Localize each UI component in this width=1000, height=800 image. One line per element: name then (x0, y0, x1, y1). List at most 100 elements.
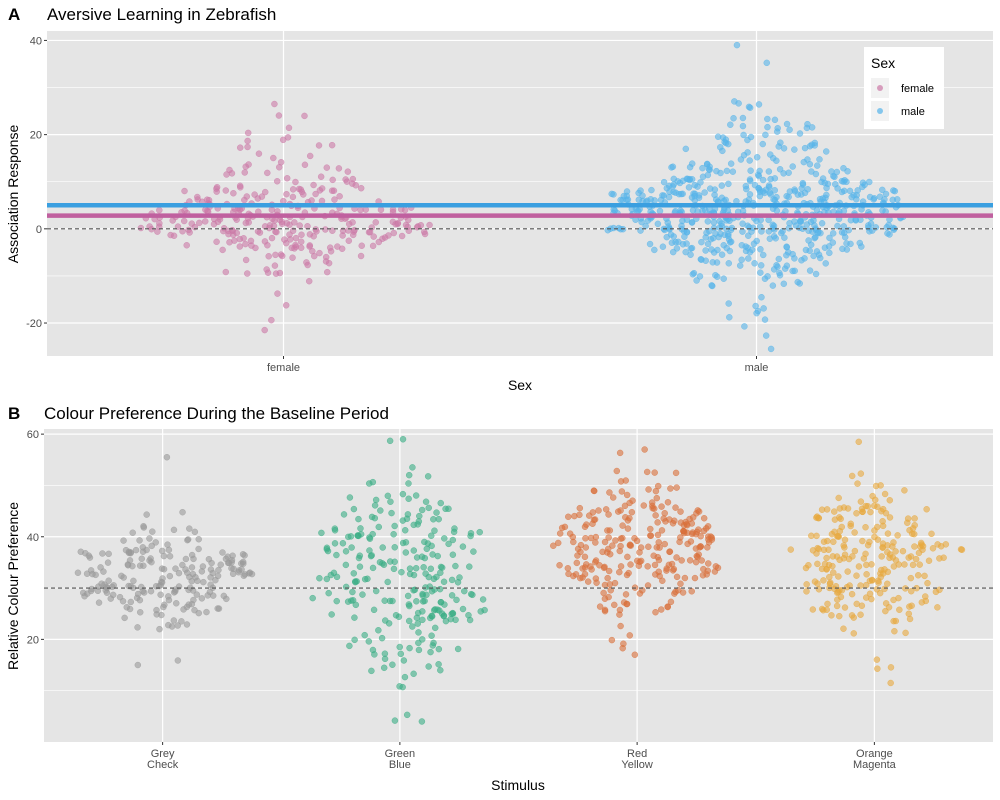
data-point (706, 227, 713, 235)
data-point (628, 509, 636, 516)
data-point (642, 222, 649, 230)
data-point (467, 530, 475, 537)
data-point (419, 608, 426, 615)
x-tick-label: Orange (856, 748, 893, 760)
data-point (911, 543, 918, 550)
data-point (834, 222, 841, 230)
x-tick-label: female (267, 362, 300, 374)
data-point (344, 168, 352, 175)
data-point (143, 511, 150, 518)
data-point (237, 144, 244, 151)
data-point (831, 508, 838, 515)
data-point (370, 233, 377, 240)
data-point (140, 523, 147, 530)
data-point (428, 632, 435, 639)
data-point (103, 589, 111, 596)
data-point (915, 572, 922, 579)
data-point (624, 525, 632, 532)
data-point (813, 550, 820, 557)
data-point (153, 611, 160, 618)
data-point (756, 167, 763, 175)
data-point (815, 514, 822, 522)
data-point (366, 547, 373, 554)
data-point (245, 219, 252, 226)
data-point (812, 270, 820, 278)
data-point (812, 170, 820, 178)
legend: Sex female male (864, 47, 944, 129)
data-point (805, 237, 812, 244)
data-point (467, 590, 475, 598)
data-point (740, 131, 747, 139)
data-point (904, 515, 912, 522)
data-point (372, 219, 379, 226)
data-point (327, 248, 335, 255)
data-point (641, 446, 648, 453)
legend-entry-male: male (901, 106, 925, 118)
data-point (87, 567, 95, 574)
data-point (207, 574, 214, 581)
data-point (620, 640, 627, 647)
data-point (760, 305, 767, 312)
data-point (570, 538, 577, 546)
data-point (640, 502, 647, 509)
data-point (415, 629, 422, 636)
data-point (708, 282, 715, 289)
data-point (791, 267, 798, 275)
data-point (647, 196, 654, 203)
data-point (180, 217, 188, 225)
data-point (328, 141, 336, 149)
data-point (95, 599, 103, 606)
data-point (873, 523, 881, 531)
data-point (214, 572, 222, 580)
data-point (660, 178, 668, 186)
data-point (390, 565, 398, 573)
data-point (276, 164, 283, 171)
data-point (387, 498, 394, 505)
data-point (422, 570, 429, 577)
data-point (202, 218, 209, 225)
data-point (398, 232, 406, 240)
data-point (435, 515, 442, 523)
data-point (764, 123, 771, 131)
data-point (690, 269, 698, 277)
data-point (369, 646, 377, 654)
data-point (688, 244, 696, 252)
data-point (651, 561, 659, 569)
data-point (909, 561, 917, 569)
data-point (405, 495, 412, 502)
data-point (838, 523, 845, 531)
data-point (184, 536, 192, 543)
data-point (666, 548, 674, 555)
data-point (600, 589, 607, 597)
x-tick-label: Green (385, 748, 416, 760)
x-tick-label: male (745, 362, 769, 374)
data-point (192, 574, 199, 581)
data-point (705, 166, 713, 173)
data-point (836, 612, 843, 620)
data-point (413, 554, 421, 561)
data-point (422, 498, 430, 505)
data-point (608, 636, 616, 644)
data-point (616, 449, 624, 457)
data-point (167, 231, 174, 239)
data-point (599, 548, 606, 556)
data-point (826, 573, 833, 581)
data-point (667, 485, 674, 492)
data-point (639, 587, 646, 594)
data-point (146, 223, 153, 230)
data-point (858, 243, 865, 250)
data-point (686, 557, 694, 564)
data-point (822, 260, 829, 267)
data-point (413, 614, 421, 621)
data-point (670, 248, 677, 256)
data-point (660, 515, 667, 522)
data-point (355, 515, 362, 523)
data-point (274, 290, 281, 297)
data-point (818, 220, 826, 227)
data-point (415, 646, 423, 654)
data-point (361, 576, 369, 583)
data-point (229, 570, 237, 578)
data-point (867, 508, 874, 516)
data-point (812, 226, 820, 234)
data-point (854, 480, 861, 487)
